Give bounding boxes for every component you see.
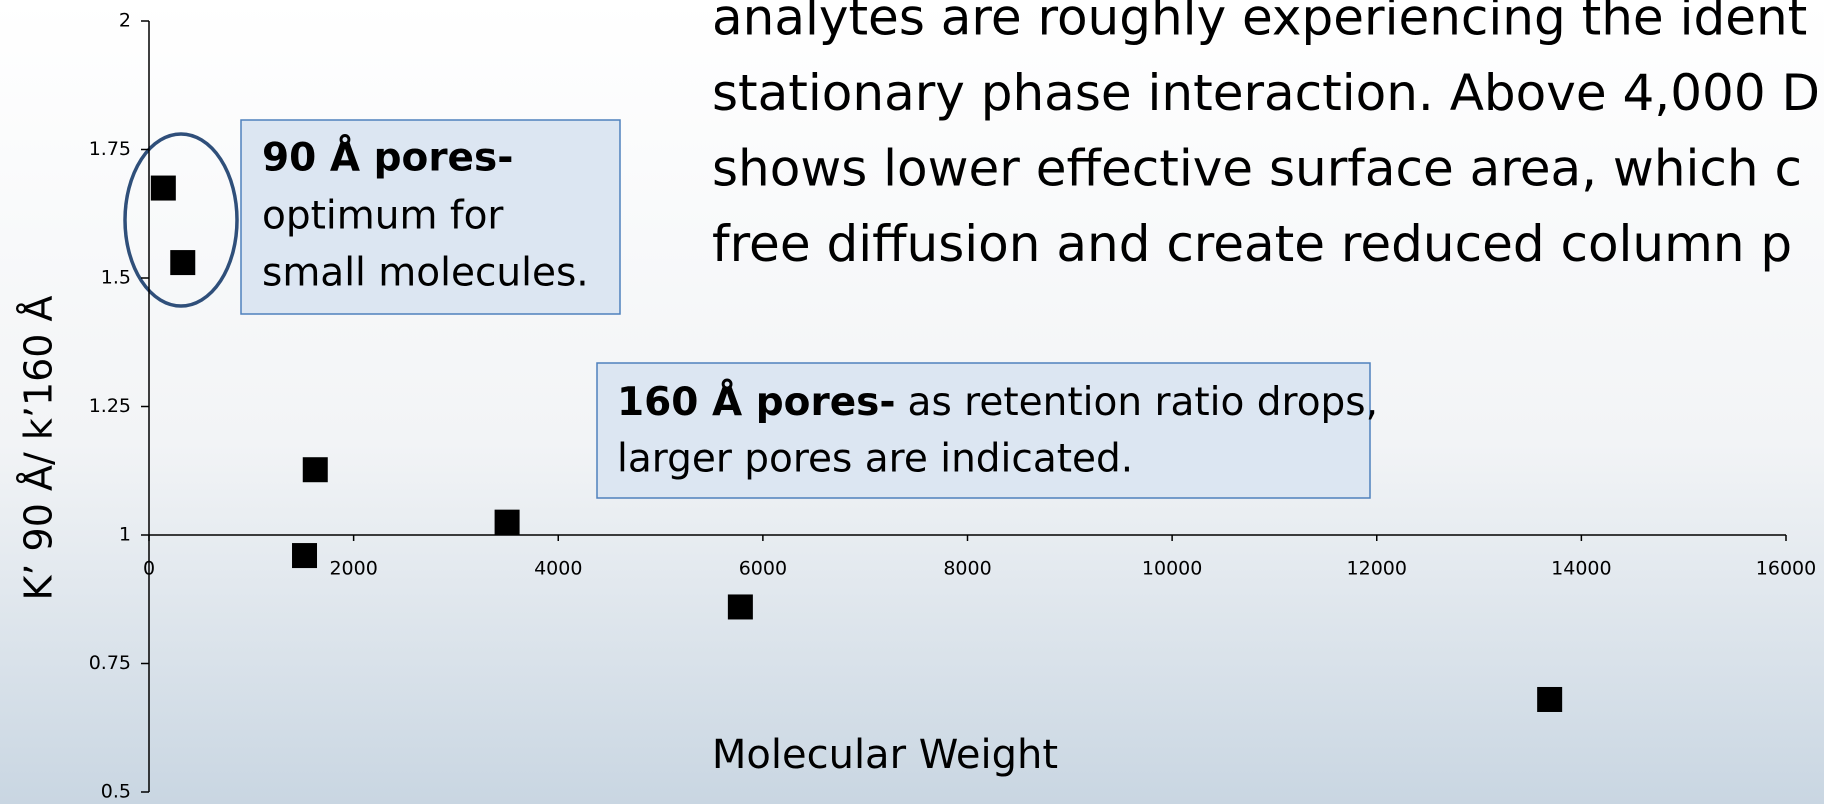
x-tick-label: 6000 <box>739 558 787 580</box>
data-point <box>150 175 176 201</box>
data-point <box>727 594 753 620</box>
y-tick-label: 2 <box>119 10 131 32</box>
x-tick-label: 4000 <box>534 558 582 580</box>
data-point <box>494 509 520 535</box>
y-tick-label: 1.25 <box>89 395 131 417</box>
paragraph-line: stationary phase interaction. Above 4,00… <box>712 64 1820 122</box>
data-point <box>302 457 328 483</box>
annotation-text: larger pores are indicated. <box>617 437 1133 482</box>
data-point <box>1537 686 1563 712</box>
x-tick-label: 8000 <box>943 558 991 580</box>
annotation-text: small molecules. <box>262 251 589 296</box>
paragraph-line: free diffusion and create reduced column… <box>712 215 1792 273</box>
annotation-text: optimum for <box>262 194 504 239</box>
paragraph-line: shows lower effective surface area, whic… <box>712 140 1802 198</box>
annotation-bold: 90 Å pores- <box>262 135 513 181</box>
x-tick-label: 10000 <box>1142 558 1202 580</box>
x-tick-label: 14000 <box>1551 558 1611 580</box>
annotation-line: 160 Å pores-as retention ratio drops, <box>617 379 1378 425</box>
y-tick-label: 1.5 <box>101 267 131 289</box>
y-axis-title: K’ 90 Å/ k’160 Å <box>17 295 61 600</box>
data-point <box>170 250 196 276</box>
annotation-bold: 160 Å pores- <box>617 379 896 425</box>
x-axis-title: Molecular Weight <box>712 732 1058 778</box>
chart: 0.5 0.75 1 1.25 1.5 1.75 2 0 2000 4000 6000 8000 100… <box>17 10 1817 803</box>
data-point <box>292 543 318 569</box>
y-tick-label: 0.5 <box>101 781 131 803</box>
paragraph-line: analytes are roughly experiencing the id… <box>712 0 1807 47</box>
x-tick-label: 2000 <box>329 558 377 580</box>
x-tick-label: 0 <box>143 558 155 580</box>
highlight-ellipse <box>123 132 239 308</box>
annotation-box <box>596 362 1371 499</box>
annotation-text: as retention ratio drops, <box>908 380 1378 425</box>
y-tick-label: 1 <box>119 524 131 546</box>
slide-paragraph: analytes are roughly experiencing the id… <box>712 0 1820 273</box>
y-tick-label: 0.75 <box>89 652 131 674</box>
annotation-box <box>240 119 621 315</box>
x-tick-label: 16000 <box>1756 558 1816 580</box>
y-tick-label: 1.75 <box>89 138 131 160</box>
x-tick-label: 12000 <box>1347 558 1407 580</box>
